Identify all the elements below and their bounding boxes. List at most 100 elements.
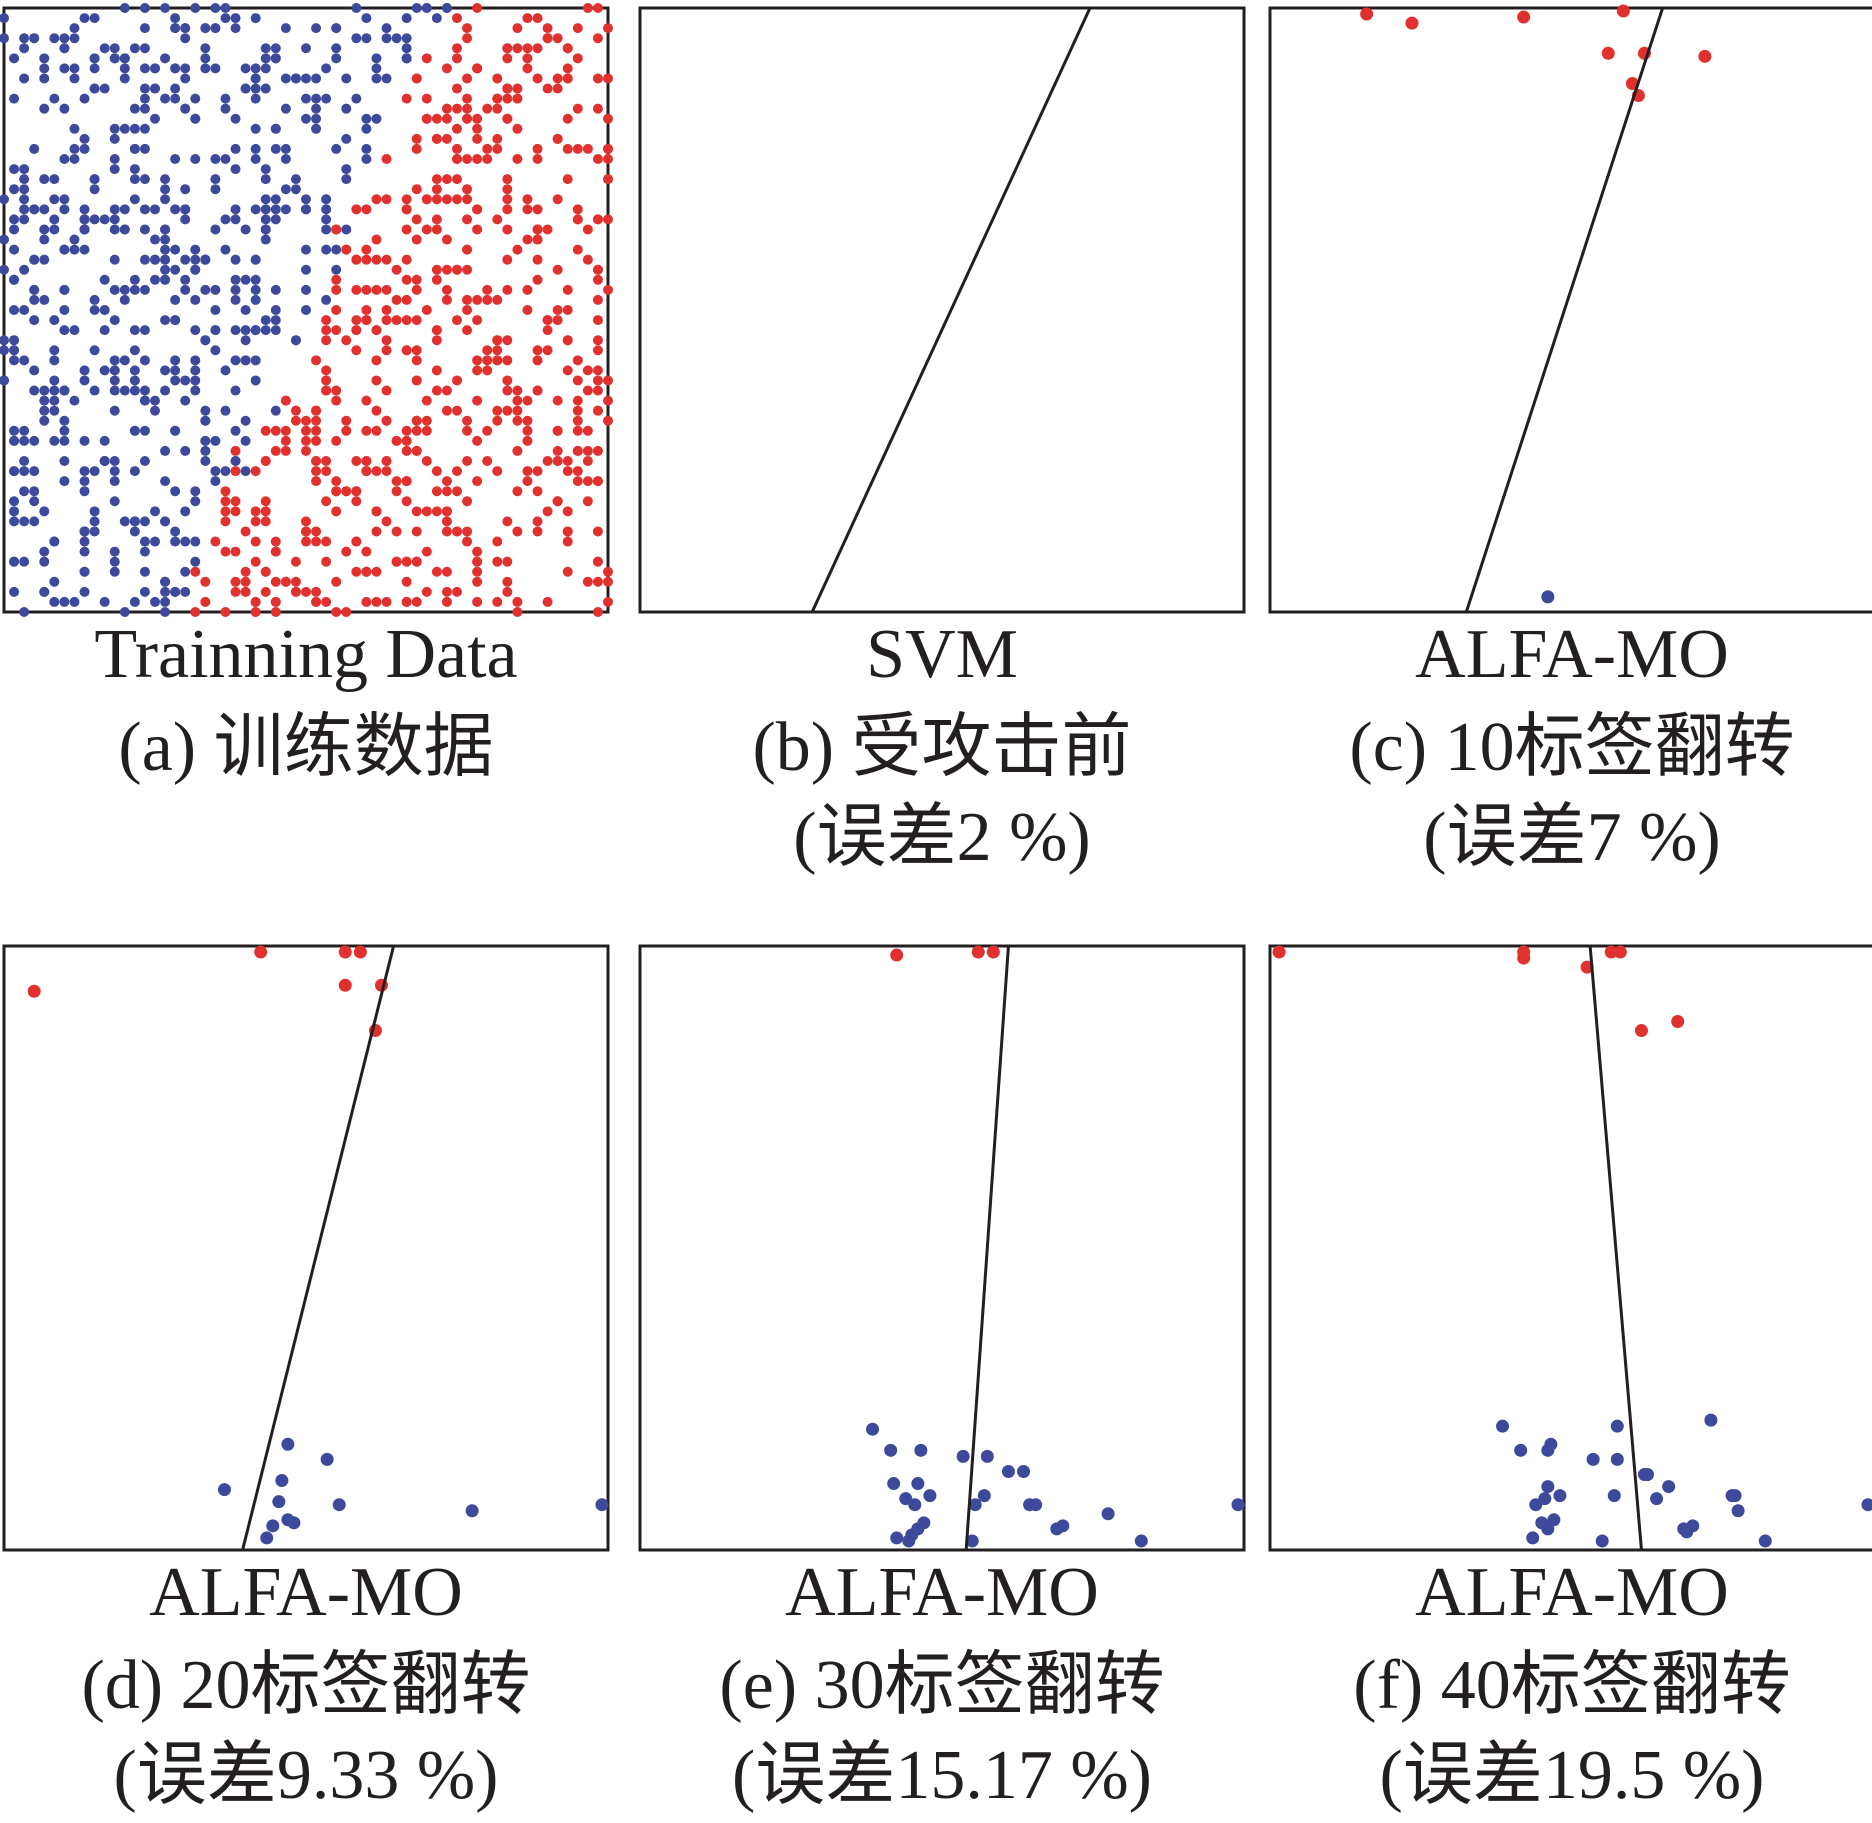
panel-a-point-pos-464 xyxy=(512,43,523,54)
panel-a-point-neg-184 xyxy=(129,325,140,336)
panel-a-point-pos-155 xyxy=(431,506,442,517)
panel-a-point-neg-388 xyxy=(109,566,120,577)
panel-a-point-neg-47 xyxy=(270,305,281,315)
panel-a-point-pos-99 xyxy=(452,526,462,537)
panel-a-point-pos-503 xyxy=(371,325,382,336)
panel-a-point-neg-387 xyxy=(260,325,271,336)
panel-a-point-pos-202 xyxy=(341,415,352,426)
panel-a-point-pos-583 xyxy=(512,596,523,607)
panel-a-point-neg-352 xyxy=(19,607,30,617)
panel-a-point-neg-432 xyxy=(341,164,352,175)
panel-a-point-neg-166 xyxy=(220,3,231,13)
panel-a-point-neg-48 xyxy=(69,143,80,154)
panel-a-point-neg-313 xyxy=(270,143,281,154)
panel-a-point-neg-596 xyxy=(109,556,120,567)
panel-a-point-neg-354 xyxy=(0,33,9,44)
panel-a-point-neg-99 xyxy=(9,214,20,225)
panel-a-point-pos-382 xyxy=(512,123,523,134)
panel-a-point-pos-387 xyxy=(572,375,583,386)
panel-a-point-pos-252 xyxy=(452,264,462,275)
panel-a-point-pos-58 xyxy=(361,305,372,315)
panel-a-point-pos-17 xyxy=(431,365,442,376)
panel-a-point-pos-561 xyxy=(441,63,452,74)
panel-a-point-pos-199 xyxy=(321,375,332,386)
panel-a-point-neg-21 xyxy=(29,315,40,326)
panel-a-point-neg-515 xyxy=(59,435,70,446)
panel-a-point-neg-502 xyxy=(29,466,40,477)
panel-a-point-pos-596 xyxy=(270,445,281,456)
panel-a-point-neg-245 xyxy=(139,546,150,557)
panel-a-point-neg-317 xyxy=(230,274,241,285)
panel-a-point-pos-541 xyxy=(482,294,493,305)
panel-a-point-pos-287 xyxy=(482,143,493,154)
panel-a-point-neg-134 xyxy=(381,33,392,44)
panel-a-point-pos-574 xyxy=(592,3,603,13)
panel-a-point-pos-288 xyxy=(603,415,613,426)
panel-a-point-pos-315 xyxy=(542,345,553,356)
panel-a-point-neg-269 xyxy=(129,466,140,477)
panel-a-point-pos-580 xyxy=(401,345,412,356)
panel-a-point-pos-443 xyxy=(472,133,483,144)
panel-a-point-neg-357 xyxy=(109,405,120,416)
panel-a-point-neg-443 xyxy=(109,224,120,235)
panel-a-point-pos-318 xyxy=(592,476,603,487)
panel-a-point-neg-550 xyxy=(190,365,201,376)
panel-a-point-pos-572 xyxy=(562,63,573,74)
panel-a-point-pos-147 xyxy=(592,214,603,225)
panel-a-point-pos-195 xyxy=(441,526,452,537)
panel-a-point-pos-238 xyxy=(311,405,322,416)
panel-a-point-neg-196 xyxy=(39,53,50,64)
panel-a-point-neg-372 xyxy=(240,466,251,477)
panel-a-point-neg-128 xyxy=(160,224,171,235)
panel-a-point-neg-31 xyxy=(240,335,251,346)
panel-a-point-neg-562 xyxy=(170,315,181,326)
panel-a-point-neg-147 xyxy=(129,103,140,114)
panel-a-point-neg-369 xyxy=(200,435,211,446)
panel-a-point-pos-41 xyxy=(492,143,503,154)
panel-a-point-pos-540 xyxy=(592,264,603,275)
panel-d-caption-2: (d) 20标签翻转 xyxy=(81,1647,530,1724)
panel-a-point-neg-492 xyxy=(59,194,70,205)
panel-a-point-pos-554 xyxy=(401,576,412,587)
panel-a-point-neg-539 xyxy=(49,576,60,587)
panel-a-point-pos-426 xyxy=(311,435,322,446)
panel-a-point-pos-298 xyxy=(411,375,422,386)
panel-a-point-pos-567 xyxy=(452,143,462,154)
panel-a-point-neg-427 xyxy=(69,325,80,336)
panel-a-point-pos-363 xyxy=(421,506,432,517)
panel-a-point-pos-21 xyxy=(542,224,553,235)
panel-a-point-neg-307 xyxy=(19,305,30,315)
panel-a-point-pos-281 xyxy=(592,385,603,396)
panel-f-caption-3: (误差19.5 %) xyxy=(1380,1737,1765,1814)
panel-a-point-pos-284 xyxy=(331,486,342,497)
panel-a-point-pos-270 xyxy=(250,506,261,517)
panel-a-point-pos-169 xyxy=(431,184,442,195)
panel-a-point-pos-294 xyxy=(603,284,613,295)
panel-a-point-neg-511 xyxy=(180,586,191,597)
panel-e-point-neg-0 xyxy=(866,1422,880,1436)
panel-e-point-neg-26 xyxy=(1231,1498,1245,1512)
panel-a-point-pos-433 xyxy=(502,516,513,527)
panel-e-point-neg-2 xyxy=(914,1443,928,1457)
panel-a-point-pos-319 xyxy=(250,536,261,547)
panel-a-point-neg-276 xyxy=(230,284,241,295)
panel-a-point-neg-263 xyxy=(180,33,191,44)
panel-a-point-pos-354 xyxy=(452,174,462,185)
panel-a-point-neg-358 xyxy=(9,335,20,346)
panel-f-point-neg-11 xyxy=(1662,1480,1676,1494)
panel-a-point-neg-491 xyxy=(280,73,291,84)
panel-a-point-neg-499 xyxy=(270,325,281,336)
panel-a-point-pos-536 xyxy=(592,607,603,617)
panel-a-point-neg-129 xyxy=(200,53,211,64)
panel-a-point-neg-498 xyxy=(0,375,9,386)
panel-e-point-neg-14 xyxy=(1029,1498,1043,1512)
panel-a-point-pos-598 xyxy=(462,113,473,124)
panel-a-point-neg-75 xyxy=(49,315,60,326)
panel-a-point-neg-279 xyxy=(79,486,90,497)
panel-a-point-neg-428 xyxy=(29,516,40,527)
panel-a-point-neg-552 xyxy=(230,325,241,336)
panel-a-point-pos-273 xyxy=(522,43,533,54)
panel-a-point-neg-231 xyxy=(69,244,80,255)
panel-a-point-neg-261 xyxy=(190,264,201,275)
panel-a-point-neg-421 xyxy=(109,254,120,265)
